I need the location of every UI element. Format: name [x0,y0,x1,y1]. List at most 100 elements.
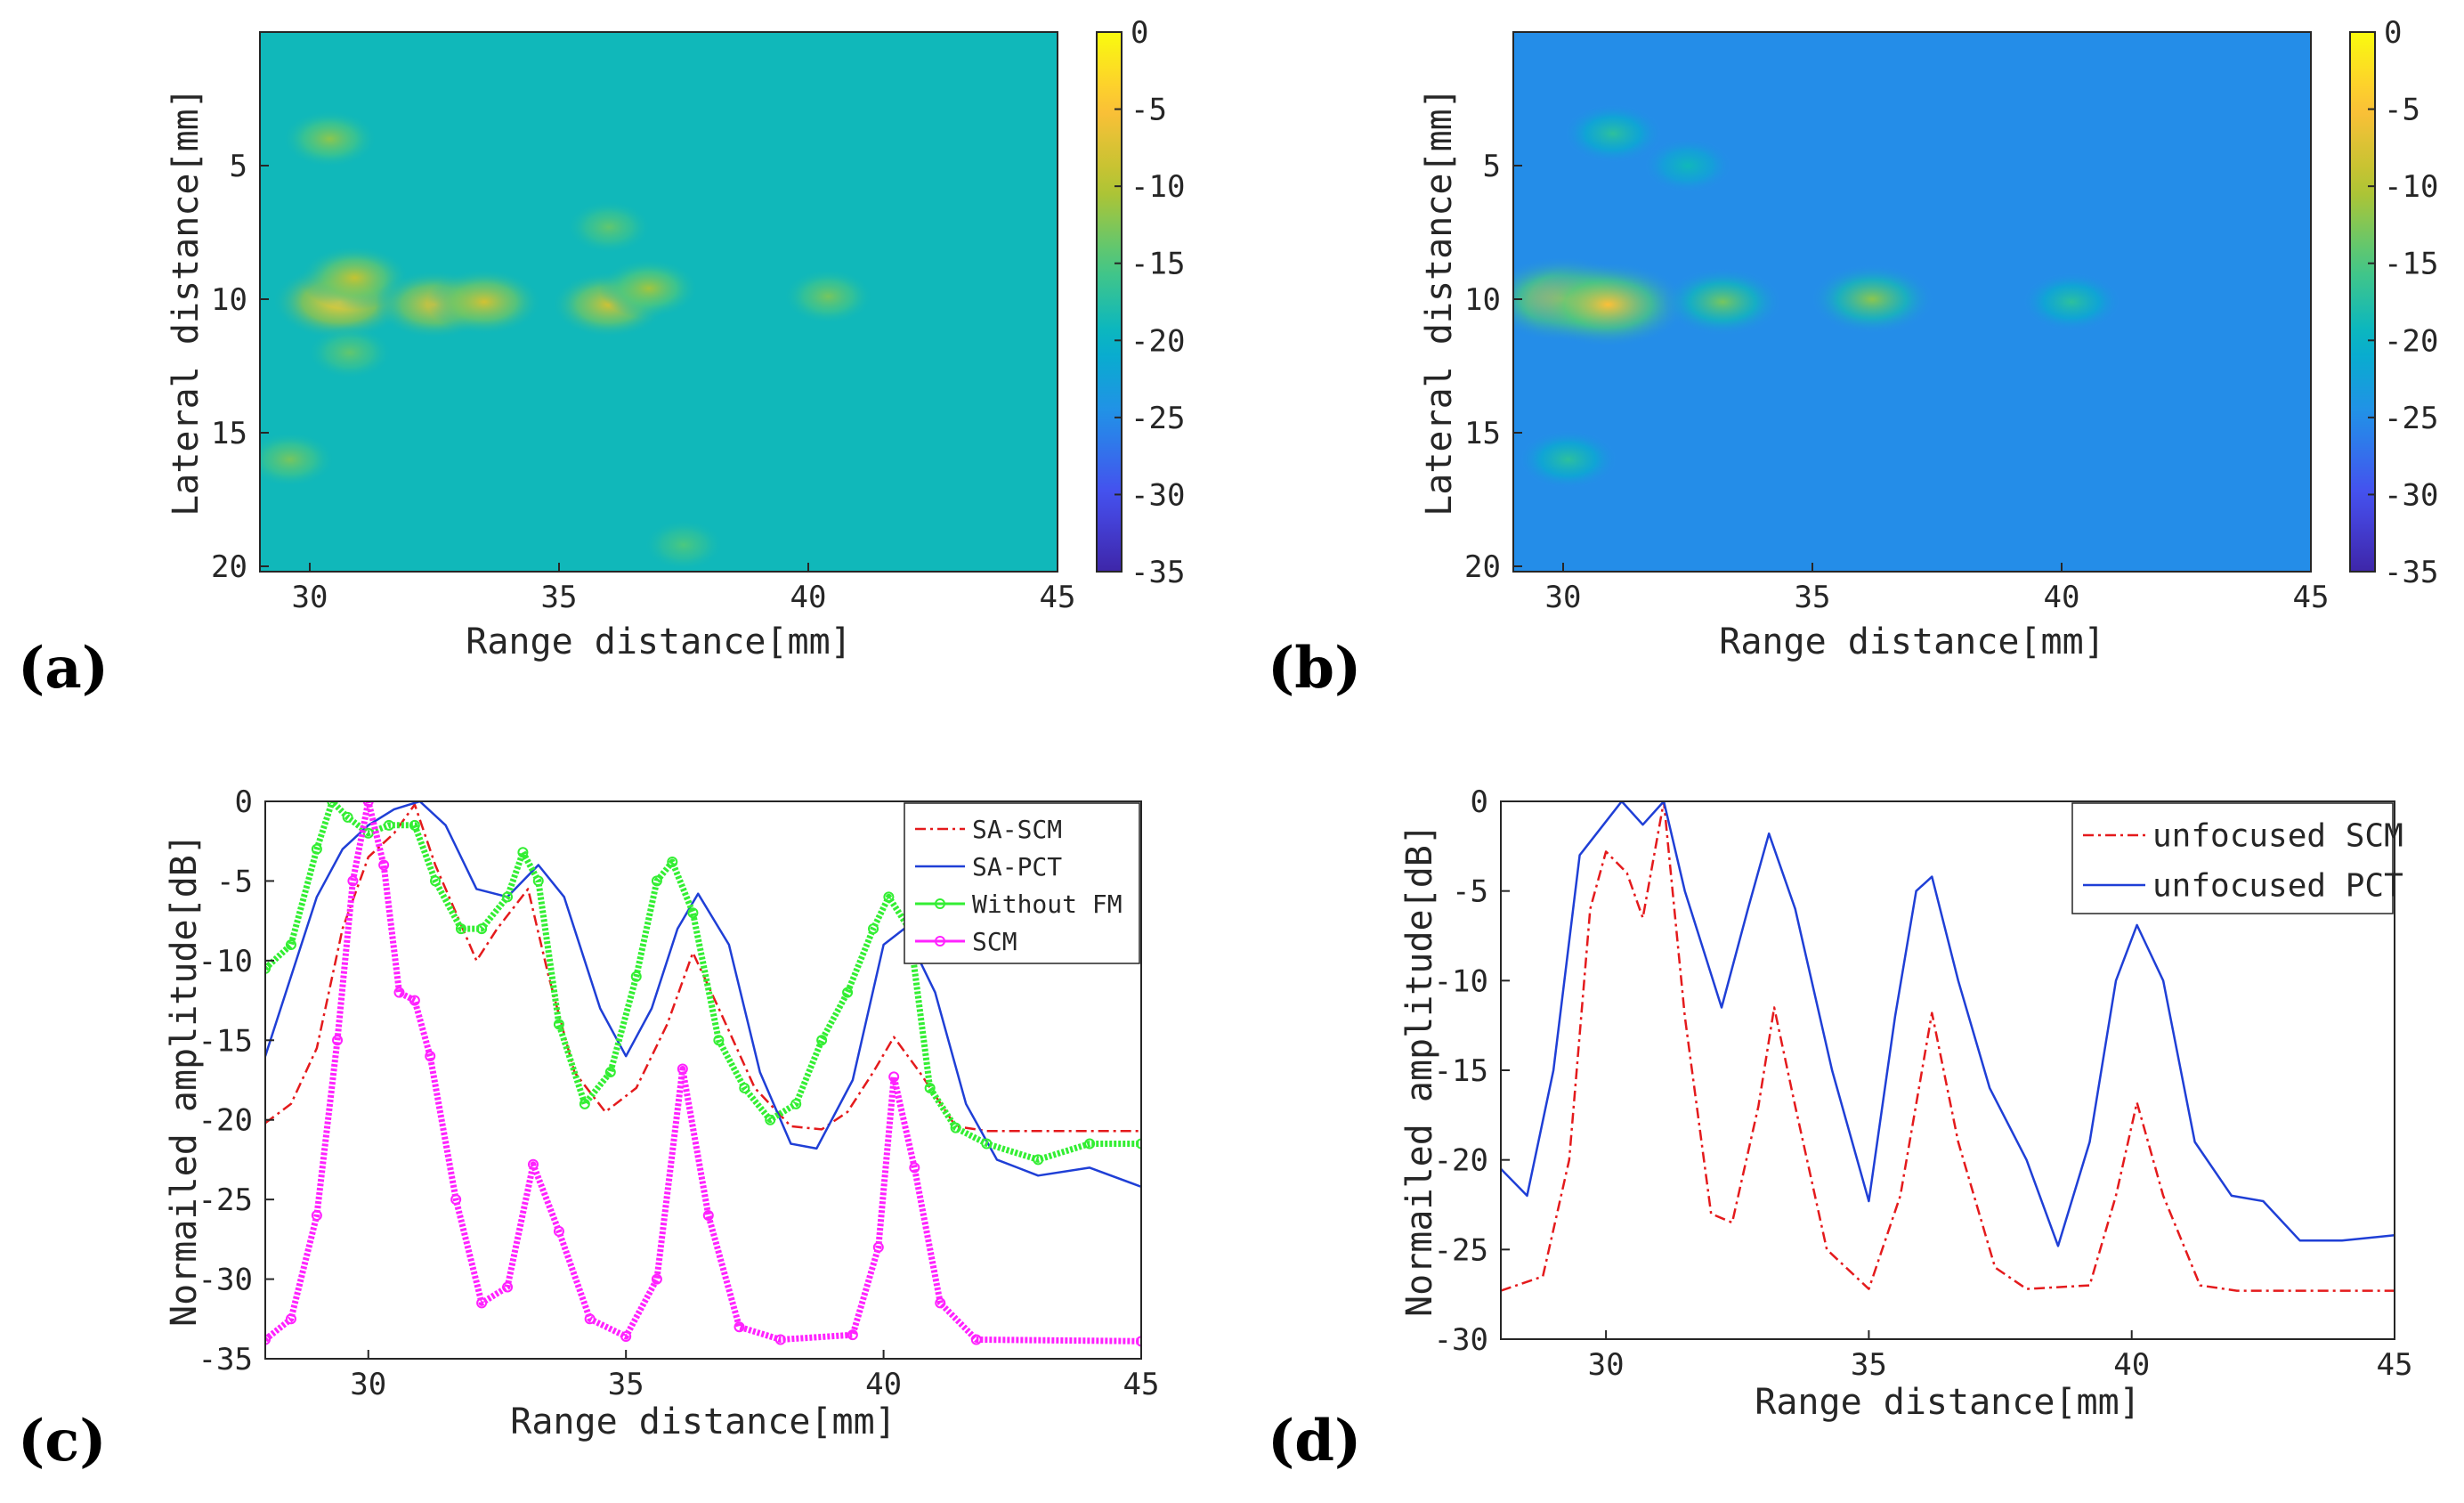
x-tick-label: 40 [2044,580,2080,615]
hotspot-3 [426,268,542,336]
legend-label: unfocused PCT [2152,868,2403,905]
x-tick-label: 30 [350,1367,386,1402]
y-tick-label: 0 [1471,784,1488,820]
series-marker [476,923,488,935]
series-marker [393,987,405,998]
series-marker [553,1019,564,1030]
series-marker [450,1194,462,1206]
y-tick-label: 10 [1464,282,1501,318]
legend-label: unfocused SCM [2152,818,2403,855]
series-marker [362,801,374,807]
series-marker [409,995,420,1006]
legend-label: SA-SCM [972,815,1062,844]
colorbar-tick-label: -5 [1131,93,1167,128]
series-marker [265,1334,271,1345]
colorbar-tick-label: -25 [2384,401,2438,436]
colorbar-tick-label: -20 [2384,323,2438,359]
y-axis-label: Normailed amplitude[dB] [1399,824,1440,1317]
y-axis-label: Lateral distance[mm] [1419,87,1460,516]
series-marker [455,923,466,935]
series-line-unfocused-scm [1501,801,2395,1292]
series-line-unfocused-pct [1501,801,2395,1247]
series-marker [311,1210,322,1222]
series-marker [687,907,699,919]
series-marker [327,801,338,807]
series-marker [285,1313,296,1325]
y-tick-label: 20 [211,549,247,585]
plot-frame [1512,31,2312,573]
x-tick-label: 45 [2293,580,2330,615]
hotspot-3 [1810,264,1935,335]
y-tick-label: -15 [199,1023,253,1059]
x-tick-label: 35 [608,1367,644,1402]
series-marker [332,1035,344,1046]
hotspot-6 [783,268,873,325]
series-marker [872,1241,884,1253]
series-marker [347,875,359,887]
hotspot-1 [1528,262,1688,347]
y-tick-label: -20 [199,1103,253,1139]
series-marker [935,1297,946,1309]
series-marker [970,1334,982,1345]
series-marker [527,1158,539,1170]
x-tick-label: 45 [1123,1367,1160,1402]
series-marker [476,1297,488,1309]
legend: unfocused SCM unfocused PCT [2071,802,2403,914]
y-axis-label: Normailed amplitude[dB] [164,833,205,1327]
y-tick-label: -20 [1434,1143,1488,1179]
series-marker [883,891,895,903]
y-tick-label: -30 [199,1263,253,1298]
series-marker [774,1334,786,1345]
heatmap-hotspots [1513,103,2122,490]
series-marker [502,1281,514,1293]
heatmap-panel-1: 30 35 40 45 5 10 15 20 Range distance[mm] Lateral… [1268,15,2438,702]
y-tick-label: -5 [216,864,253,899]
y-tick-label: 5 [1483,149,1501,184]
series-marker [265,963,271,974]
series-marker [909,1162,920,1174]
y-tick-label: -25 [199,1182,253,1218]
legend-box [2071,802,2394,914]
colorbar-tick-label: 0 [1131,15,1148,51]
x-tick-label: 35 [1851,1347,1887,1383]
hotspot-5 [1563,103,1663,164]
legend-marker [935,936,945,946]
series-marker [739,1082,750,1093]
y-axis-label: Lateral distance[mm] [166,87,207,516]
series-marker [868,923,879,935]
heatmap-hotspots [260,110,873,571]
series-marker [604,1067,616,1078]
series-marker [667,856,678,867]
x-tick-label: 30 [1588,1347,1625,1383]
hotspot-7 [1642,137,1733,194]
series-marker [677,1063,688,1075]
x-axis-label: Range distance[mm] [466,622,851,662]
series-marker [950,1122,961,1133]
colorbar-tick-label: -25 [1131,401,1185,436]
series-marker [713,1035,725,1046]
series-group [1501,801,2395,1292]
x-tick-label: 40 [2113,1347,2150,1383]
plot-frame [264,800,1142,1360]
colorbar-tick-label: -10 [1131,169,1185,205]
y-tick-label: -10 [199,944,253,979]
plot-frame [259,31,1058,573]
series-marker [1136,1336,1141,1347]
panel-label: (d) [1268,1408,1361,1475]
x-tick-label: 40 [790,580,827,615]
y-tick-label: -10 [1434,963,1488,999]
series-marker [1136,1138,1141,1150]
series-marker [383,819,394,831]
series-marker [816,1035,828,1046]
series-line-sa-pct [265,801,1141,1188]
line-panel-2: 30 35 40 45 0 -5 -10 -15 -20 -25 -30 -35 Range dista… [18,784,1159,1475]
x-tick-label: 45 [2377,1347,2413,1383]
series-marker [651,875,662,887]
series-marker [579,1098,590,1109]
y-tick-label: -5 [1452,874,1488,910]
panel-label: (c) [18,1408,107,1475]
colorbar-tick-label: -20 [1131,323,1185,359]
series-marker [285,938,296,950]
legend: SA-SCM SA-PCT Without FM SCM [904,802,1140,964]
series-marker [502,891,514,903]
